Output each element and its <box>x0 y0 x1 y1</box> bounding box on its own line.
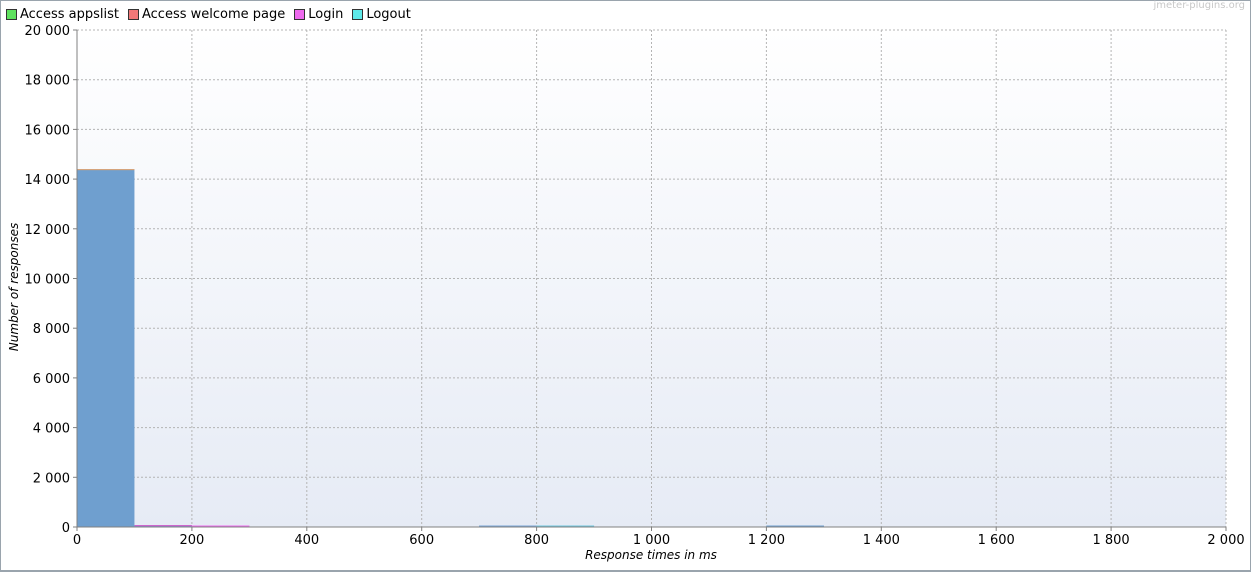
legend-swatch-access-welcome-page <box>127 8 139 20</box>
histogram-bar-top <box>479 525 537 527</box>
x-tick-label: 200 <box>179 533 204 548</box>
watermark: jmeter-plugins.org <box>1153 0 1245 11</box>
y-tick-label: 10 000 <box>25 273 71 288</box>
grid-lines <box>77 29 1227 527</box>
x-axis-label: Response times in ms <box>585 548 717 562</box>
y-tick-label: 4 000 <box>33 422 70 437</box>
histogram-bar-top <box>134 525 192 527</box>
legend: Access appslist Access welcome page Logi… <box>6 5 420 23</box>
y-tick-label: 0 <box>62 521 70 536</box>
legend-label-login: Login <box>308 6 344 22</box>
x-axis-ticks: 0 200 400 600 800 1 000 1 200 1 400 1 600 1 800 2 … <box>73 527 1245 548</box>
histogram-bar-top <box>766 525 824 527</box>
x-tick-label: 800 <box>524 533 549 548</box>
legend-item-access-appslist: Access appslist <box>6 7 119 22</box>
legend-swatch-access-appslist <box>6 8 17 20</box>
y-tick-label: 12 000 <box>25 223 71 238</box>
x-tick-label: 1 400 <box>863 533 900 548</box>
x-tick-label: 600 <box>409 533 434 548</box>
legend-swatch-logout <box>352 8 364 20</box>
y-tick-label: 2 000 <box>33 471 70 486</box>
y-tick-label: 8 000 <box>33 322 70 337</box>
bars <box>77 169 824 527</box>
legend-label-access-appslist: Access appslist <box>20 6 119 22</box>
histogram-bar-top <box>77 169 135 171</box>
histogram-bar-top <box>536 525 595 527</box>
y-tick-label: 14 000 <box>25 173 71 188</box>
x-tick-label: 400 <box>294 533 319 548</box>
y-tick-label: 18 000 <box>25 74 71 89</box>
x-tick-label: 1 200 <box>748 533 785 548</box>
y-axis-ticks: 0 2 000 4 000 6 000 8 000 10 000 12 000 14 000 1… <box>25 24 77 536</box>
x-tick-label: 1 000 <box>633 533 670 548</box>
x-tick-label: 1 800 <box>1092 533 1129 548</box>
y-tick-label: 16 000 <box>25 123 71 138</box>
x-tick-label: 0 <box>73 533 81 548</box>
histogram-bar-top <box>191 525 250 527</box>
y-tick-label: 20 000 <box>25 24 71 39</box>
y-axis-label: Number of responses <box>7 223 21 351</box>
legend-item-logout: Logout <box>352 7 411 22</box>
histogram-bar <box>77 169 135 527</box>
legend-swatch-login <box>294 8 306 20</box>
x-tick-label: 2 000 <box>1207 533 1244 548</box>
legend-label-logout: Logout <box>366 6 411 22</box>
x-tick-label: 1 600 <box>978 533 1015 548</box>
legend-item-access-welcome-page: Access welcome page <box>127 6 286 22</box>
legend-label-access-welcome-page: Access welcome page <box>141 6 286 22</box>
legend-item-login: Login <box>294 7 343 22</box>
y-tick-label: 6 000 <box>33 372 70 387</box>
